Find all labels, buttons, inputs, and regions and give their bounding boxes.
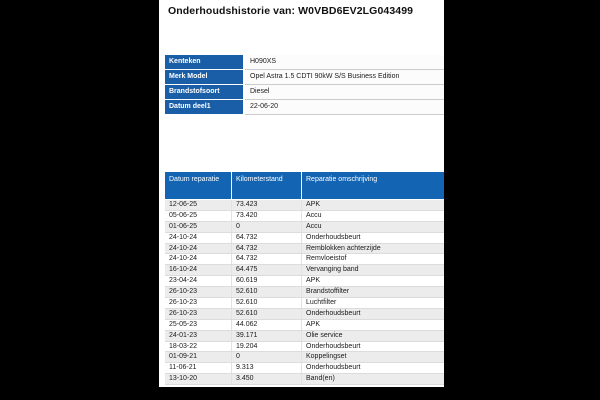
history-row: 26-10-23 52.610 Onderhoudsbeurt bbox=[165, 308, 444, 320]
history-cell-date: 18-03-22 bbox=[165, 341, 232, 352]
history-cell-date: 16-10-24 bbox=[165, 265, 232, 276]
history-cell-km: 19.204 bbox=[232, 341, 302, 352]
history-row: 26-10-23 52.610 Luchtfilter bbox=[165, 298, 444, 309]
history-row: 24-10-24 64.732 Remblokken achterzijde bbox=[165, 243, 444, 255]
info-row: Brandstofsoort Diesel bbox=[165, 85, 444, 100]
history-cell-km: 39.171 bbox=[232, 330, 302, 341]
history-cell-date: 23-04-24 bbox=[165, 276, 232, 287]
history-row: 01-09-21 0 Koppelingset bbox=[165, 352, 444, 364]
history-row: 25-05-23 44.062 APK bbox=[165, 319, 444, 331]
history-row: 18-03-22 19.204 Onderhoudsbeurt bbox=[165, 341, 444, 353]
info-row: Kenteken H090XS bbox=[165, 55, 444, 70]
info-value-cell: Diesel bbox=[245, 85, 444, 100]
history-row: 16-10-24 64.475 Vervanging band bbox=[165, 265, 444, 277]
document-page: Onderhoudshistorie van: W0VBD6EV2LG04349… bbox=[159, 0, 444, 387]
history-cell-description: Band(en) bbox=[306, 375, 335, 383]
history-cell-km: 73.423 bbox=[232, 200, 302, 210]
info-label-cell: Brandstofsoort bbox=[165, 85, 245, 100]
history-row: 24-01-23 39.171 Olie service bbox=[165, 330, 444, 342]
history-cell-date: 26-10-23 bbox=[165, 287, 232, 298]
history-cell-km: 0 bbox=[232, 221, 302, 232]
vehicle-info-table: Kenteken H090XS Merk Model Opel Astra 1.5 C… bbox=[165, 55, 444, 115]
history-cell-description: APK bbox=[306, 320, 321, 328]
history-row: 11-06-21 9.313 Onderhoudsbeurt bbox=[165, 363, 444, 375]
history-row: 12-06-25 73.423 APK bbox=[165, 200, 444, 211]
history-header-row: Datum reparatie Kilometerstand Reparatie… bbox=[165, 172, 444, 199]
history-cell-km: 52.610 bbox=[232, 308, 302, 319]
history-cell-description: Olie service bbox=[306, 331, 343, 339]
history-row: 23-04-24 60.619 APK bbox=[165, 276, 444, 288]
history-cell-km: 44.062 bbox=[232, 319, 302, 330]
history-cell-km: 60.619 bbox=[232, 276, 302, 287]
history-cell-km: 64.732 bbox=[232, 232, 302, 243]
info-row: Merk Model Opel Astra 1.5 CDTI 90kW S/S B… bbox=[165, 70, 444, 85]
page-title: Onderhoudshistorie van: W0VBD6EV2LG04349… bbox=[168, 5, 414, 17]
history-header-date: Datum reparatie bbox=[165, 172, 232, 199]
history-cell-description: Onderhoudsbeurt bbox=[306, 342, 361, 350]
history-cell-date: 25-05-23 bbox=[165, 319, 232, 330]
history-row: 05-06-25 73.420 Accu bbox=[165, 210, 444, 222]
history-cell-date: 01-09-21 bbox=[165, 352, 232, 363]
history-row: 01-06-25 0 Accu bbox=[165, 221, 444, 233]
history-cell-description: Remvloeistof bbox=[306, 255, 347, 263]
history-cell-date: 24-10-24 bbox=[165, 254, 232, 265]
info-label-cell: Datum deel1 bbox=[165, 100, 245, 115]
history-cell-date: 24-10-24 bbox=[165, 232, 232, 243]
history-cell-description: Accu bbox=[306, 211, 322, 219]
history-cell-description: Luchtfilter bbox=[306, 299, 337, 307]
history-row: 24-10-24 64.732 Onderhoudsbeurt bbox=[165, 232, 444, 244]
history-cell-km: 52.610 bbox=[232, 287, 302, 298]
history-row: 24-10-24 64.732 Remvloeistof bbox=[165, 254, 444, 266]
history-cell-km: 0 bbox=[232, 352, 302, 363]
history-cell-date: 13-10-20 bbox=[165, 374, 232, 385]
history-header-description: Reparatie omschrijving bbox=[306, 176, 378, 183]
history-header-kilometers: Kilometerstand bbox=[232, 172, 302, 199]
history-cell-date: 12-06-25 bbox=[165, 200, 232, 210]
history-cell-date: 26-10-23 bbox=[165, 308, 232, 319]
info-value-cell: Opel Astra 1.5 CDTI 90kW S/S Business Ed… bbox=[245, 70, 444, 85]
history-cell-date: 24-10-24 bbox=[165, 243, 232, 254]
info-value-cell: 22-06-20 bbox=[245, 100, 444, 115]
history-cell-date: 24-01-23 bbox=[165, 330, 232, 341]
history-cell-description: Accu bbox=[306, 222, 322, 230]
info-label-cell: Kenteken bbox=[165, 55, 245, 70]
history-cell-description: Onderhoudsbeurt bbox=[306, 364, 361, 372]
maintenance-history-table: Datum reparatie Kilometerstand Reparatie… bbox=[165, 172, 444, 386]
history-cell-date: 26-10-23 bbox=[165, 298, 232, 308]
history-cell-description: APK bbox=[306, 277, 321, 285]
info-value-cell: H090XS bbox=[245, 55, 444, 70]
history-cell-km: 64.732 bbox=[232, 254, 302, 265]
history-rows: 12-06-25 73.423 APK 05-06-25 73.420 Accu 01-06… bbox=[165, 200, 444, 386]
history-cell-description: Remblokken achterzijde bbox=[306, 244, 381, 252]
history-cell-description: Vervanging band bbox=[306, 266, 359, 274]
history-cell-description: Onderhoudsbeurt bbox=[306, 233, 361, 241]
history-cell-description: Onderhoudsbeurt bbox=[306, 309, 361, 317]
history-row: 13-10-20 3.450 Band(en) bbox=[165, 374, 444, 386]
history-cell-km: 9.313 bbox=[232, 363, 302, 374]
history-cell-date: 01-06-25 bbox=[165, 221, 232, 232]
history-cell-description: Koppelingset bbox=[306, 353, 347, 361]
history-cell-km: 73.420 bbox=[232, 210, 302, 221]
history-cell-km: 64.475 bbox=[232, 265, 302, 276]
history-row: 26-10-23 52.610 Brandstoffilter bbox=[165, 287, 444, 299]
history-cell-km: 52.610 bbox=[232, 298, 302, 308]
history-cell-date: 05-06-25 bbox=[165, 210, 232, 221]
history-cell-description: Brandstoffilter bbox=[306, 288, 350, 296]
history-cell-km: 3.450 bbox=[232, 374, 302, 385]
history-cell-description: APK bbox=[306, 201, 321, 208]
history-cell-date: 11-06-21 bbox=[165, 363, 232, 374]
info-label-cell: Merk Model bbox=[165, 70, 245, 85]
info-row: Datum deel1 22-06-20 bbox=[165, 100, 444, 115]
history-cell-km: 64.732 bbox=[232, 243, 302, 254]
